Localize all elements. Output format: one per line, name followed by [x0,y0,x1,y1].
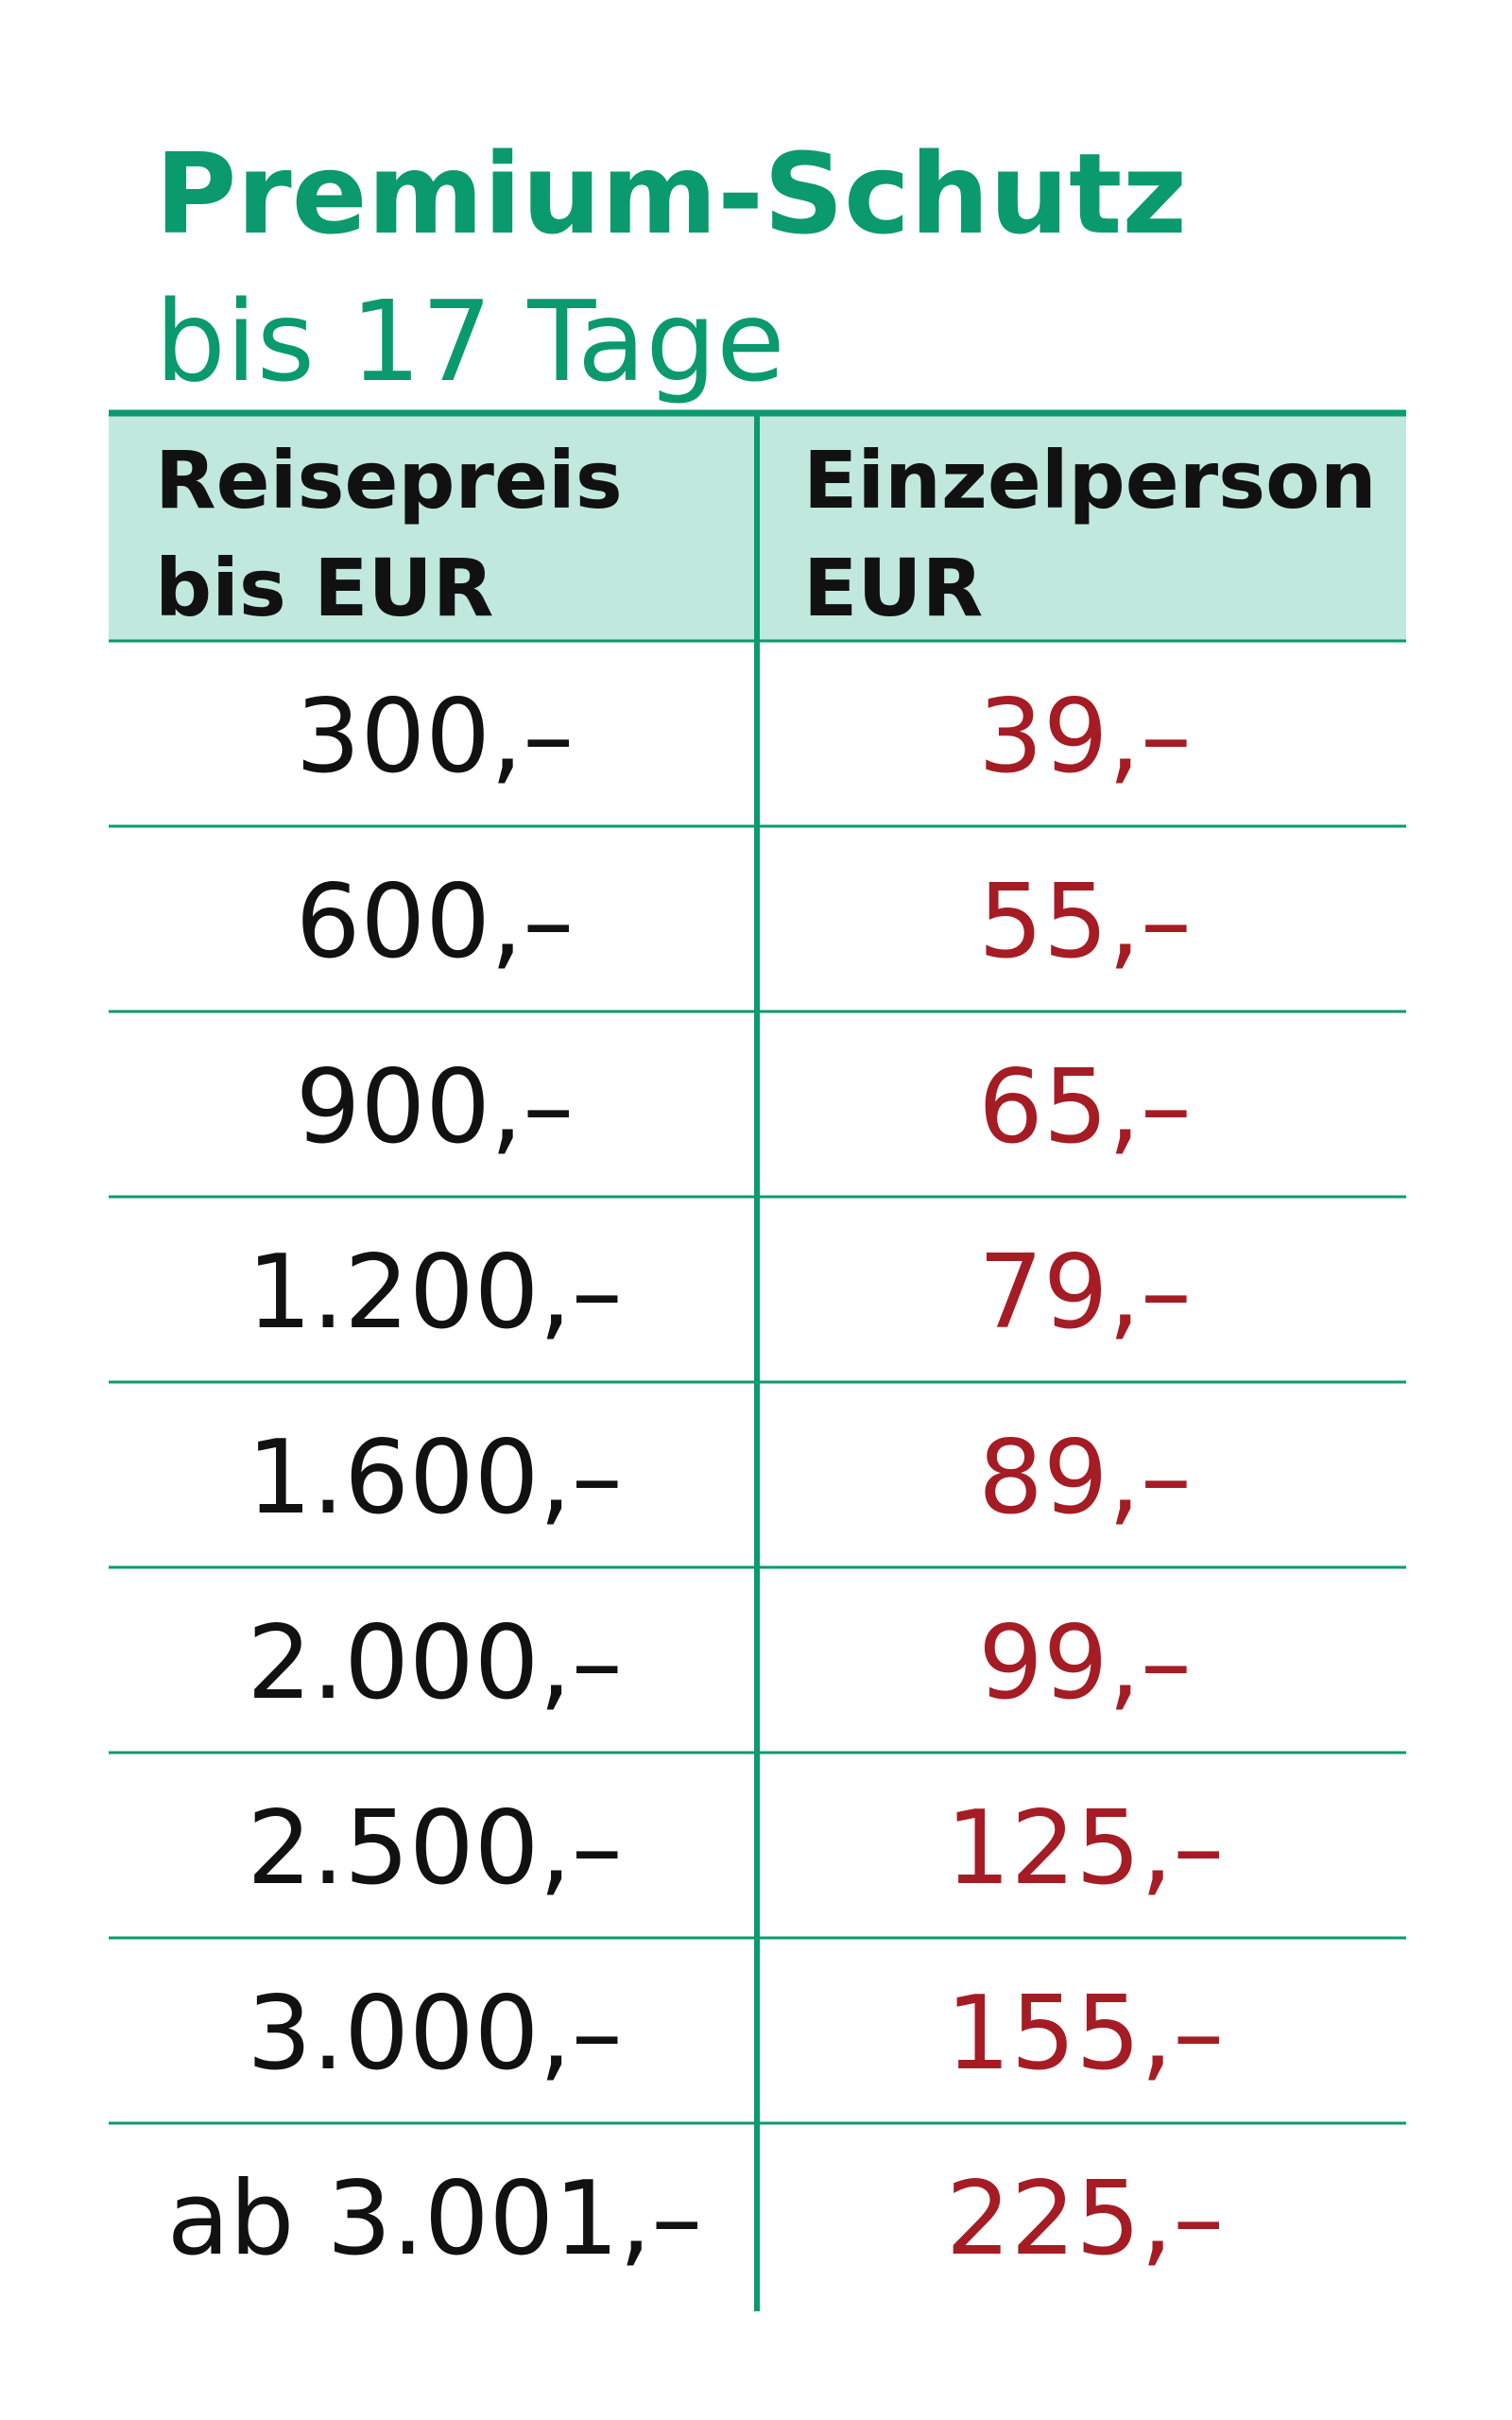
travel-price: 2.000,– [247,1604,623,1722]
premium-price: 39,– [978,678,1192,796]
premium-price: 225,– [946,2160,1224,2278]
premium-price: 55,– [978,863,1192,981]
travel-price: 300,– [296,678,574,796]
travel-price: 900,– [296,1048,574,1167]
premium-price: 65,– [978,1048,1192,1167]
premium-price: 89,– [978,1419,1192,1537]
premium-price: 99,– [978,1604,1192,1722]
premium-price: 155,– [946,1975,1224,2093]
travel-price: 3.000,– [247,1975,623,2093]
travel-price: ab 3.001,– [167,2160,703,2278]
premium-price: 79,– [978,1234,1192,1352]
column-header: bis EUR [155,542,493,634]
column-header: Reisepreis [155,434,623,527]
subtitle: bis 17 Tage [155,276,785,406]
travel-price: 1.600,– [247,1419,623,1537]
column-header: Einzelperson [803,434,1377,527]
title: Premium-Schutz [155,129,1187,259]
column-header: EUR [803,542,983,634]
table-body: Reisepreis bis EUR Einzelperson EUR 300,– 39,… [109,434,1406,2278]
travel-price: 2.500,– [247,1789,623,1908]
travel-price: 1.200,– [247,1234,623,1352]
premium-price: 125,– [946,1789,1224,1908]
travel-price: 600,– [296,863,574,981]
